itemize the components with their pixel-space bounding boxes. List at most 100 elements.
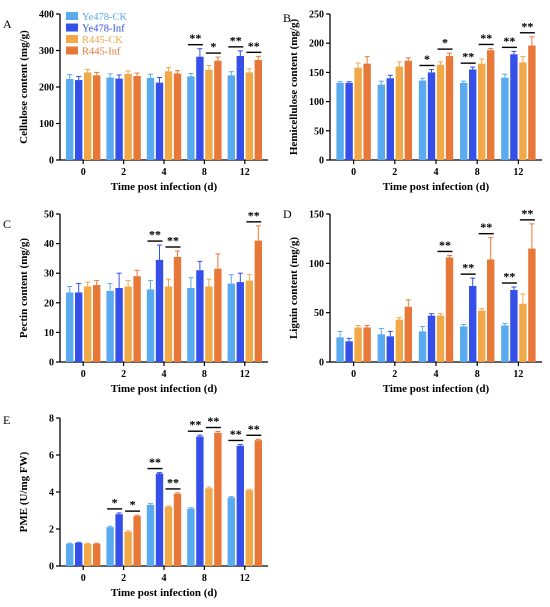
bar-ye478-inf [427,72,436,160]
bar-r445-inf [254,440,262,566]
bar-r445-inf [254,59,262,160]
legend-swatch [66,12,78,20]
y-tick-label: 0 [319,156,324,167]
y-tick-label: 6 [49,451,54,462]
bar-ye478-ck [187,288,195,362]
y-tick-label: 20 [44,298,54,309]
panel-D: D 0 50 100 150 Lignin content (mg/g) Time post… [283,206,542,395]
y-tick-label: 100 [309,259,324,270]
legend-label: R445-Inf [82,47,121,58]
x-axis-label: Time post infection (d) [383,383,490,395]
y-axis-label: Pectin content (mg/g) [18,238,30,339]
bar-r445-inf [363,327,371,362]
x-axis-label: Time post infection (d) [383,181,490,193]
significance-marker: * [424,52,430,66]
bar-r445-inf [173,256,182,362]
bar-ye478-inf [345,82,353,160]
bar-r445-ck [84,72,92,160]
bar-ye478-ck [66,292,74,362]
bar-ye478-inf [115,288,123,362]
bar-r445-ck [205,286,213,362]
bar-ye478-inf [469,69,477,160]
x-tick-label: 12 [240,369,250,380]
y-tick-label: 0 [49,562,54,573]
bar-ye478-inf [236,282,244,362]
panel-E: E 0 2 4 6 8 PME (U/mg FW) Time post infection (… [3,413,268,599]
bar-r445-inf [214,432,222,566]
bar-r445-inf [254,240,262,362]
bar-r445-ck [519,62,527,160]
bar-ye478-inf [196,270,204,362]
bar-ye478-ck [106,527,114,566]
bar-r445-ck [84,543,92,566]
bar-r445-ck [124,73,132,160]
bar-ye478-inf [155,259,164,362]
bar-r445-ck [205,488,213,566]
bar-ye478-ck [187,76,195,160]
y-tick-label: 150 [309,210,324,221]
significance-marker: ** [480,31,492,45]
bar-r445-inf [133,76,141,160]
x-tick-label: 4 [434,369,439,380]
bar-r445-inf [214,268,222,362]
bar-ye478-ck [146,77,155,160]
y-tick-label: 50 [314,308,324,319]
y-tick-label: 200 [39,83,54,94]
legend-label: Ye478-CK [82,12,127,23]
legend-label: R445-CK [82,35,123,46]
bar-ye478-ck [336,82,344,160]
bar-r445-ck [84,286,92,362]
bar-r445-inf [528,248,536,362]
bar-r445-inf [404,60,412,160]
bar-ye478-inf [345,341,353,362]
y-tick-label: 50 [314,126,324,137]
x-tick-label: 2 [392,167,397,178]
y-tick-label: 100 [309,97,324,108]
significance-marker: ** [521,19,533,33]
bar-r445-ck [245,72,253,160]
x-tick-label: 8 [202,369,207,380]
panel-letter: B [283,11,291,25]
bar-ye478-ck [66,78,74,160]
bar-r445-inf [93,75,101,160]
bar-ye478-ck [501,77,509,160]
x-tick-label: 2 [121,573,126,584]
bar-ye478-ck [66,543,74,566]
bar-r445-ck [519,303,527,362]
bar-ye478-ck [146,289,155,362]
bar-ye478-ck [501,325,509,362]
significance-marker: ** [248,39,260,53]
y-tick-label: 200 [309,39,324,50]
legend-label: Ye478-Inf [82,24,125,35]
x-tick-label: 12 [240,573,250,584]
bar-r445-inf [487,259,495,362]
bar-r445-ck [478,63,486,160]
bar-r445-inf [93,285,101,362]
panel-A: A 0 100 200 300 400 Cellulose content (mg/g) Ti… [3,10,268,193]
x-tick-label: 0 [351,369,356,380]
y-tick-label: 2 [49,525,54,536]
x-tick-label: 4 [162,167,167,178]
x-tick-label: 0 [81,573,86,584]
bar-r445-inf [445,257,454,362]
significance-marker: ** [230,427,242,441]
x-tick-label: 0 [81,167,86,178]
x-tick-label: 8 [475,167,480,178]
significance-marker: ** [189,418,201,432]
bar-ye478-inf [469,286,477,362]
bar-ye478-ck [377,334,385,362]
significance-marker: * [442,36,448,50]
bar-r445-inf [133,516,141,566]
bar-r445-inf [363,63,371,160]
bar-r445-ck [164,506,173,566]
bar-r445-inf [93,543,101,566]
panel-letter: E [3,413,10,427]
y-axis-label: Hemicellulose content (mg/g) [288,19,300,156]
bar-r445-ck [205,69,213,160]
bar-r445-ck [354,67,362,160]
significance-marker: ** [189,31,201,45]
x-tick-label: 8 [202,573,207,584]
